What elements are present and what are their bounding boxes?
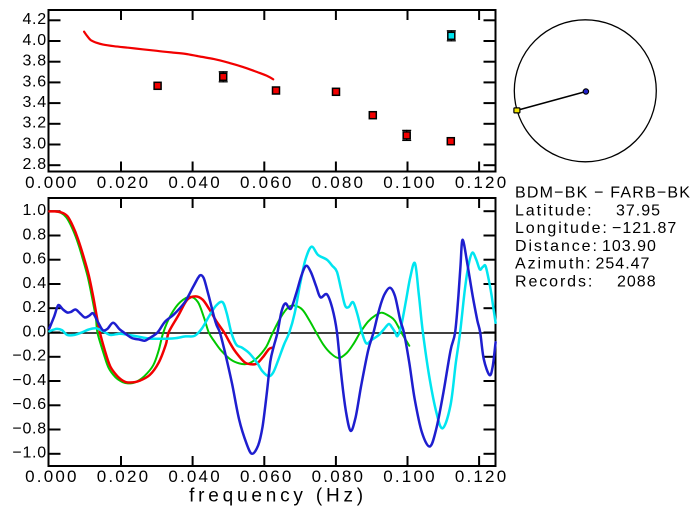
svg-text:Records:: Records: <box>515 274 594 291</box>
svg-text:Distance:: Distance: <box>515 238 599 255</box>
svg-text:3.0: 3.0 <box>22 135 46 152</box>
svg-text:0.080: 0.080 <box>312 173 366 192</box>
svg-text:0.0: 0.0 <box>22 323 46 340</box>
svg-text:−0.8: −0.8 <box>12 420 46 437</box>
svg-text:254.47: 254.47 <box>596 256 651 273</box>
svg-text:3.4: 3.4 <box>22 94 46 111</box>
svg-text:0.060: 0.060 <box>240 173 294 192</box>
svg-text:0.6: 0.6 <box>22 251 46 268</box>
svg-text:Longitude:: Longitude: <box>515 220 609 237</box>
svg-text:frequency (Hz): frequency (Hz) <box>189 486 367 507</box>
svg-text:−121.87: −121.87 <box>612 220 677 237</box>
svg-text:0.000: 0.000 <box>25 173 79 192</box>
svg-text:−0.2: −0.2 <box>12 348 46 365</box>
svg-text:0.020: 0.020 <box>97 467 151 486</box>
svg-text:2088: 2088 <box>617 274 657 291</box>
svg-text:Azimuth:: Azimuth: <box>515 256 592 273</box>
svg-text:103.90: 103.90 <box>602 238 657 255</box>
svg-text:BDM−BK − FARB−BK: BDM−BK − FARB−BK <box>515 185 691 202</box>
svg-text:0.060: 0.060 <box>240 467 294 486</box>
svg-text:37.95: 37.95 <box>616 202 661 219</box>
svg-text:0.040: 0.040 <box>168 467 222 486</box>
svg-text:1.0: 1.0 <box>22 202 46 219</box>
svg-text:−1.0: −1.0 <box>12 445 46 462</box>
svg-text:3.8: 3.8 <box>22 53 46 70</box>
svg-text:2.8: 2.8 <box>22 156 46 173</box>
svg-text:0.120: 0.120 <box>455 173 509 192</box>
svg-text:0.120: 0.120 <box>455 467 509 486</box>
svg-text:3.2: 3.2 <box>22 115 46 132</box>
svg-text:Latitude:: Latitude: <box>515 202 593 219</box>
svg-text:0.100: 0.100 <box>383 173 437 192</box>
svg-text:3.6: 3.6 <box>22 73 46 90</box>
svg-text:0.8: 0.8 <box>22 226 46 243</box>
svg-text:0.2: 0.2 <box>22 299 46 316</box>
svg-text:0.080: 0.080 <box>312 467 366 486</box>
svg-text:0.100: 0.100 <box>383 467 437 486</box>
svg-text:−0.4: −0.4 <box>12 372 46 389</box>
svg-text:0.020: 0.020 <box>97 173 151 192</box>
svg-text:0.040: 0.040 <box>168 173 222 192</box>
svg-text:−0.6: −0.6 <box>12 396 46 413</box>
svg-text:0.4: 0.4 <box>22 275 46 292</box>
svg-text:4.0: 4.0 <box>22 32 46 49</box>
svg-text:0.000: 0.000 <box>25 467 79 486</box>
svg-text:4.2: 4.2 <box>22 11 46 28</box>
